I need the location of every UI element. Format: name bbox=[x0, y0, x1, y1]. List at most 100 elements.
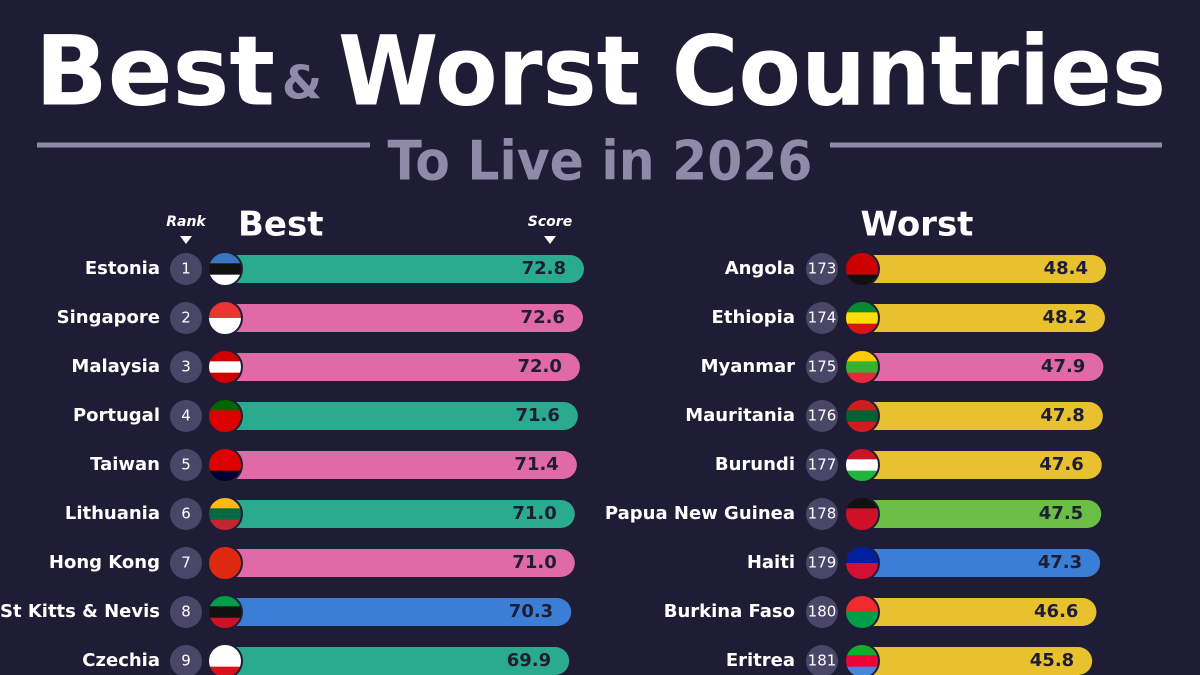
rank-badge bbox=[170, 449, 202, 481]
rank: 2 bbox=[181, 309, 191, 327]
flag-stripe bbox=[845, 508, 879, 521]
rank-badge bbox=[806, 253, 838, 285]
flag-stripe bbox=[845, 655, 879, 668]
bar bbox=[849, 255, 1106, 283]
rank: 9 bbox=[181, 652, 191, 670]
title-amp: & bbox=[282, 56, 322, 110]
value-label: 48.2 bbox=[1043, 307, 1087, 328]
flag-stripe bbox=[845, 459, 879, 472]
rank-badge bbox=[170, 351, 202, 383]
flag-stripe bbox=[208, 361, 242, 374]
flag-stripe bbox=[208, 274, 242, 286]
flag-stripe bbox=[208, 546, 242, 564]
value-label: 69.9 bbox=[507, 650, 551, 671]
flag-stripe bbox=[845, 410, 879, 423]
flag-stripe bbox=[208, 595, 242, 607]
rank-badge bbox=[806, 449, 838, 481]
country-name: Eritrea bbox=[726, 650, 795, 671]
flag-ring bbox=[844, 447, 880, 483]
score-label: Score bbox=[528, 214, 572, 230]
rank: 179 bbox=[808, 554, 837, 572]
rank-badge bbox=[170, 253, 202, 285]
flag-stripe bbox=[208, 301, 242, 319]
country-name: Burundi bbox=[715, 454, 795, 475]
rank-badge bbox=[170, 498, 202, 530]
flag-stripe bbox=[208, 421, 242, 433]
country-name: Portugal bbox=[73, 405, 160, 426]
rank-badge bbox=[806, 400, 838, 432]
bar bbox=[849, 500, 1102, 528]
country-name: Burkina Faso bbox=[664, 601, 795, 622]
arrow bbox=[544, 236, 556, 244]
flag-stripe bbox=[208, 459, 242, 472]
value-label: 46.6 bbox=[1034, 601, 1078, 622]
flag-ring bbox=[207, 545, 243, 581]
rank: 181 bbox=[808, 652, 837, 670]
rank-badge bbox=[806, 351, 838, 383]
flag-stripe bbox=[845, 252, 879, 264]
value-label: 47.9 bbox=[1041, 356, 1085, 377]
rank-label: Rank bbox=[166, 214, 207, 230]
country-name: Estonia bbox=[85, 258, 160, 279]
bar bbox=[212, 647, 570, 675]
subtitle: To Live in 2026 bbox=[388, 130, 813, 193]
rank: 1 bbox=[181, 260, 191, 278]
value-label: 71.4 bbox=[514, 454, 558, 475]
flag-ring bbox=[207, 300, 243, 336]
value-label: 72.0 bbox=[517, 356, 561, 377]
flag-stripe bbox=[208, 448, 242, 460]
flag-stripe bbox=[208, 666, 242, 675]
bar bbox=[212, 353, 580, 381]
value-label: 47.3 bbox=[1038, 552, 1082, 573]
flag-stripe bbox=[845, 361, 879, 374]
value-label: 72.6 bbox=[521, 307, 565, 328]
bar bbox=[849, 549, 1101, 577]
flag-stripe bbox=[208, 644, 242, 656]
flag-stripe bbox=[208, 318, 242, 335]
bar bbox=[212, 255, 584, 283]
flag-ring bbox=[207, 643, 243, 675]
flag-stripe bbox=[208, 252, 242, 264]
flag-stripe bbox=[845, 595, 879, 613]
rank: 177 bbox=[808, 456, 837, 474]
value-label: 47.6 bbox=[1039, 454, 1083, 475]
flag-stripe bbox=[845, 546, 879, 564]
rank: 176 bbox=[808, 407, 837, 425]
value-label: 72.8 bbox=[522, 258, 566, 279]
flag-stripe bbox=[845, 563, 879, 580]
rank: 7 bbox=[181, 554, 191, 572]
rank-badge bbox=[170, 547, 202, 579]
value-label: 45.8 bbox=[1030, 650, 1074, 671]
value-label: 71.0 bbox=[512, 552, 556, 573]
flag-stripe bbox=[208, 563, 242, 580]
flag-ring bbox=[207, 447, 243, 483]
country-name: Lithuania bbox=[65, 503, 160, 524]
country-name: Myanmar bbox=[701, 356, 796, 377]
flag-stripe bbox=[845, 312, 879, 325]
flag-stripe bbox=[845, 497, 879, 509]
flag-stripe bbox=[208, 497, 242, 509]
flag-stripe bbox=[845, 470, 879, 482]
flag-stripe bbox=[208, 263, 242, 276]
flag-ring bbox=[844, 496, 880, 532]
value-label: 47.8 bbox=[1040, 405, 1084, 426]
rank-badge bbox=[806, 547, 838, 579]
flag-stripe bbox=[208, 655, 242, 668]
flag-stripe bbox=[208, 470, 242, 482]
rank-badge bbox=[170, 645, 202, 675]
flag-ring bbox=[207, 349, 243, 385]
flag-stripe bbox=[845, 519, 879, 531]
rank: 6 bbox=[181, 505, 191, 523]
bar bbox=[212, 451, 577, 479]
rank: 4 bbox=[181, 407, 191, 425]
country-name: Mauritania bbox=[685, 405, 795, 426]
country-name: Singapore bbox=[57, 307, 160, 328]
rank-badge bbox=[170, 400, 202, 432]
flag-ring bbox=[844, 300, 880, 336]
flag-stripe bbox=[845, 301, 879, 313]
bar bbox=[212, 549, 575, 577]
flag-ring bbox=[844, 349, 880, 385]
rank-badge bbox=[806, 302, 838, 334]
value-label: 47.5 bbox=[1039, 503, 1083, 524]
